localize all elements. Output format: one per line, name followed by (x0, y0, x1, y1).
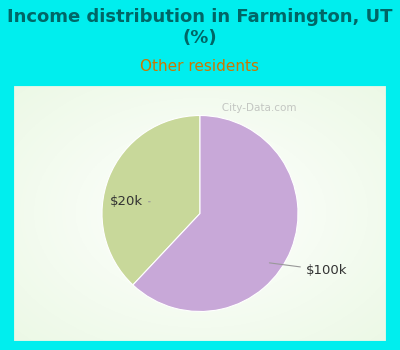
Text: $20k: $20k (110, 195, 150, 208)
Wedge shape (102, 116, 200, 285)
Text: $100k: $100k (269, 263, 347, 277)
Wedge shape (133, 116, 298, 312)
Text: Other residents: Other residents (140, 59, 260, 74)
Text: Income distribution in Farmington, UT
(%): Income distribution in Farmington, UT (%… (7, 8, 393, 47)
Text: City-Data.com: City-Data.com (212, 103, 297, 113)
